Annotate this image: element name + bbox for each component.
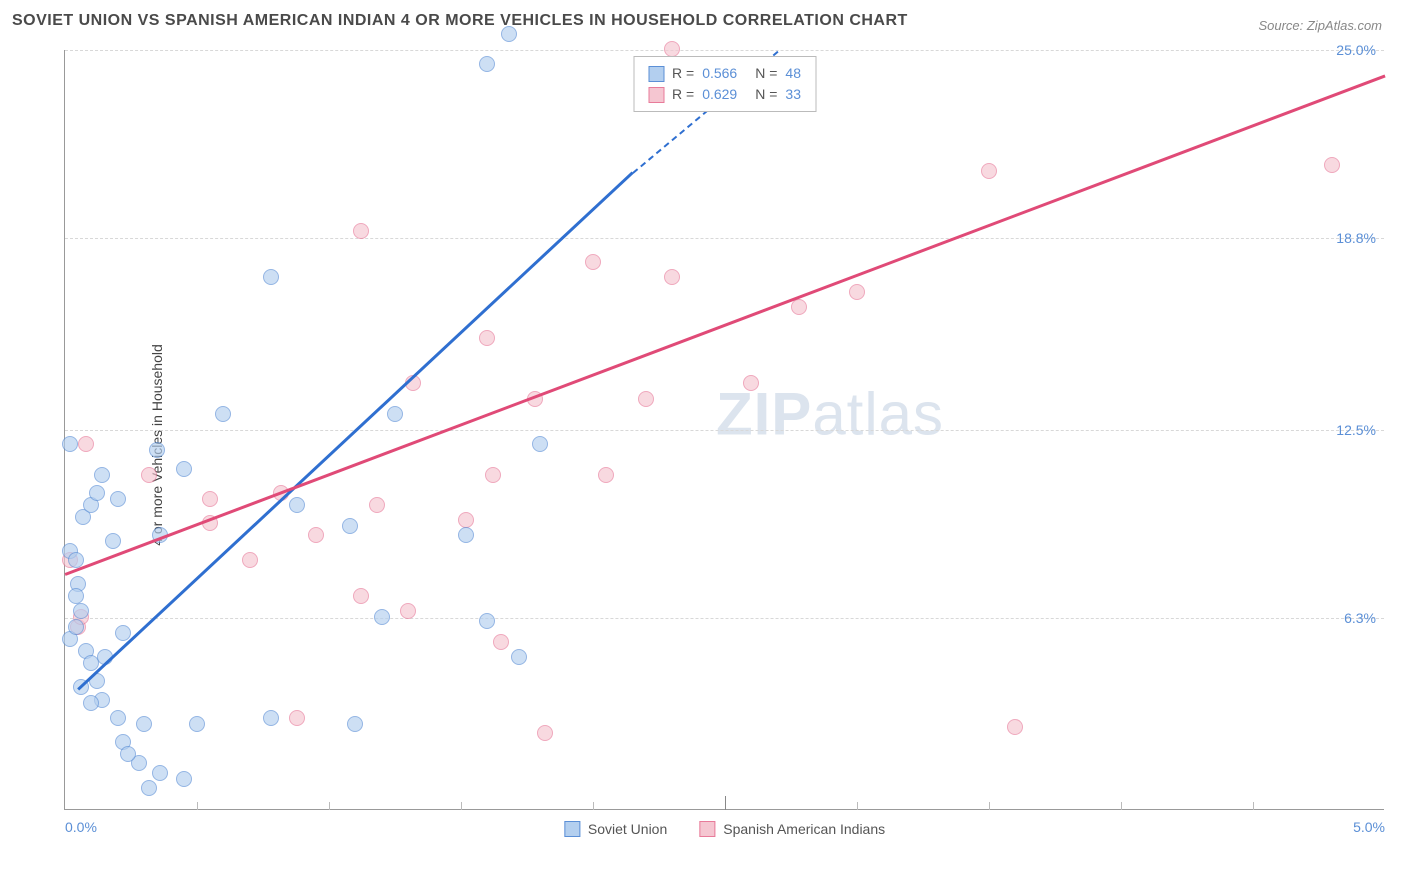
gridline-vertical-major — [725, 796, 726, 810]
scatter-point-series2 — [849, 284, 865, 300]
legend-label: Spanish American Indians — [723, 821, 885, 837]
scatter-point-series1 — [120, 746, 136, 762]
scatter-point-series1 — [62, 436, 78, 452]
scatter-point-series1 — [141, 780, 157, 796]
scatter-point-series2 — [353, 588, 369, 604]
scatter-point-series2 — [353, 223, 369, 239]
source-attribution: Source: ZipAtlas.com — [1258, 18, 1382, 33]
scatter-point-series2 — [1324, 157, 1340, 173]
scatter-point-series1 — [73, 603, 89, 619]
scatter-point-series1 — [136, 716, 152, 732]
scatter-point-series1 — [94, 467, 110, 483]
y-tick-label: 12.5% — [1336, 422, 1376, 438]
scatter-point-series2 — [485, 467, 501, 483]
scatter-point-series2 — [664, 41, 680, 57]
gridline-horizontal — [65, 430, 1384, 431]
scatter-point-series1 — [458, 527, 474, 543]
scatter-point-series1 — [387, 406, 403, 422]
scatter-point-series2 — [537, 725, 553, 741]
scatter-point-series2 — [981, 163, 997, 179]
scatter-point-series2 — [664, 269, 680, 285]
scatter-point-series2 — [78, 436, 94, 452]
scatter-point-series1 — [68, 588, 84, 604]
legend-swatch — [648, 87, 664, 103]
scatter-point-series1 — [89, 485, 105, 501]
scatter-point-series1 — [479, 56, 495, 72]
scatter-point-series1 — [105, 533, 121, 549]
scatter-point-series2 — [743, 375, 759, 391]
correlation-row: R =0.566N =48 — [648, 63, 801, 84]
gridline-vertical — [857, 802, 858, 810]
scatter-point-series2 — [400, 603, 416, 619]
scatter-point-series1 — [289, 497, 305, 513]
trend-line-series1 — [77, 172, 633, 691]
scatter-point-series1 — [68, 619, 84, 635]
correlation-row: R =0.629N =33 — [648, 84, 801, 105]
scatter-point-series2 — [585, 254, 601, 270]
plot-area: ZIPatlas R =0.566N =48R =0.629N =33 Sovi… — [64, 50, 1384, 810]
scatter-point-series1 — [68, 552, 84, 568]
trend-line-series2 — [65, 74, 1386, 575]
legend-item: Spanish American Indians — [699, 821, 885, 837]
scatter-point-series1 — [110, 710, 126, 726]
scatter-point-series1 — [511, 649, 527, 665]
scatter-point-series1 — [342, 518, 358, 534]
gridline-vertical — [1121, 802, 1122, 810]
y-tick-label: 25.0% — [1336, 42, 1376, 58]
gridline-vertical — [461, 802, 462, 810]
scatter-point-series1 — [374, 609, 390, 625]
scatter-point-series1 — [532, 436, 548, 452]
legend-swatch — [648, 66, 664, 82]
scatter-point-series1 — [176, 461, 192, 477]
legend-label: Soviet Union — [588, 821, 667, 837]
chart-title: SOVIET UNION VS SPANISH AMERICAN INDIAN … — [12, 12, 908, 30]
scatter-point-series1 — [176, 771, 192, 787]
legend: Soviet Union Spanish American Indians — [564, 821, 885, 837]
scatter-point-series2 — [202, 491, 218, 507]
scatter-point-series2 — [638, 391, 654, 407]
scatter-point-series1 — [83, 695, 99, 711]
scatter-point-series1 — [263, 710, 279, 726]
scatter-point-series1 — [149, 442, 165, 458]
legend-swatch — [564, 821, 580, 837]
scatter-point-series1 — [347, 716, 363, 732]
chart-container: 4 or more Vehicles in Household ZIPatlas… — [48, 50, 1388, 840]
scatter-point-series2 — [479, 330, 495, 346]
x-tick-label: 0.0% — [65, 819, 97, 835]
scatter-point-series2 — [458, 512, 474, 528]
scatter-point-series2 — [493, 634, 509, 650]
scatter-point-series1 — [189, 716, 205, 732]
gridline-vertical — [989, 802, 990, 810]
scatter-point-series2 — [598, 467, 614, 483]
legend-swatch — [699, 821, 715, 837]
y-tick-label: 6.3% — [1344, 610, 1376, 626]
scatter-point-series1 — [115, 625, 131, 641]
y-tick-label: 18.8% — [1336, 230, 1376, 246]
correlation-box: R =0.566N =48R =0.629N =33 — [633, 56, 816, 112]
gridline-horizontal — [65, 50, 1384, 51]
scatter-point-series1 — [110, 491, 126, 507]
legend-item: Soviet Union — [564, 821, 667, 837]
scatter-point-series2 — [308, 527, 324, 543]
x-tick-label: 5.0% — [1353, 819, 1385, 835]
scatter-point-series2 — [289, 710, 305, 726]
gridline-vertical — [329, 802, 330, 810]
scatter-point-series2 — [141, 467, 157, 483]
scatter-point-series1 — [215, 406, 231, 422]
scatter-point-series1 — [263, 269, 279, 285]
scatter-point-series2 — [791, 299, 807, 315]
gridline-horizontal — [65, 238, 1384, 239]
gridline-vertical — [197, 802, 198, 810]
gridline-horizontal — [65, 618, 1384, 619]
scatter-point-series2 — [369, 497, 385, 513]
scatter-point-series1 — [501, 26, 517, 42]
gridline-vertical — [1253, 802, 1254, 810]
scatter-point-series1 — [152, 765, 168, 781]
gridline-vertical — [593, 802, 594, 810]
scatter-point-series1 — [479, 613, 495, 629]
scatter-point-series2 — [1007, 719, 1023, 735]
scatter-point-series2 — [242, 552, 258, 568]
